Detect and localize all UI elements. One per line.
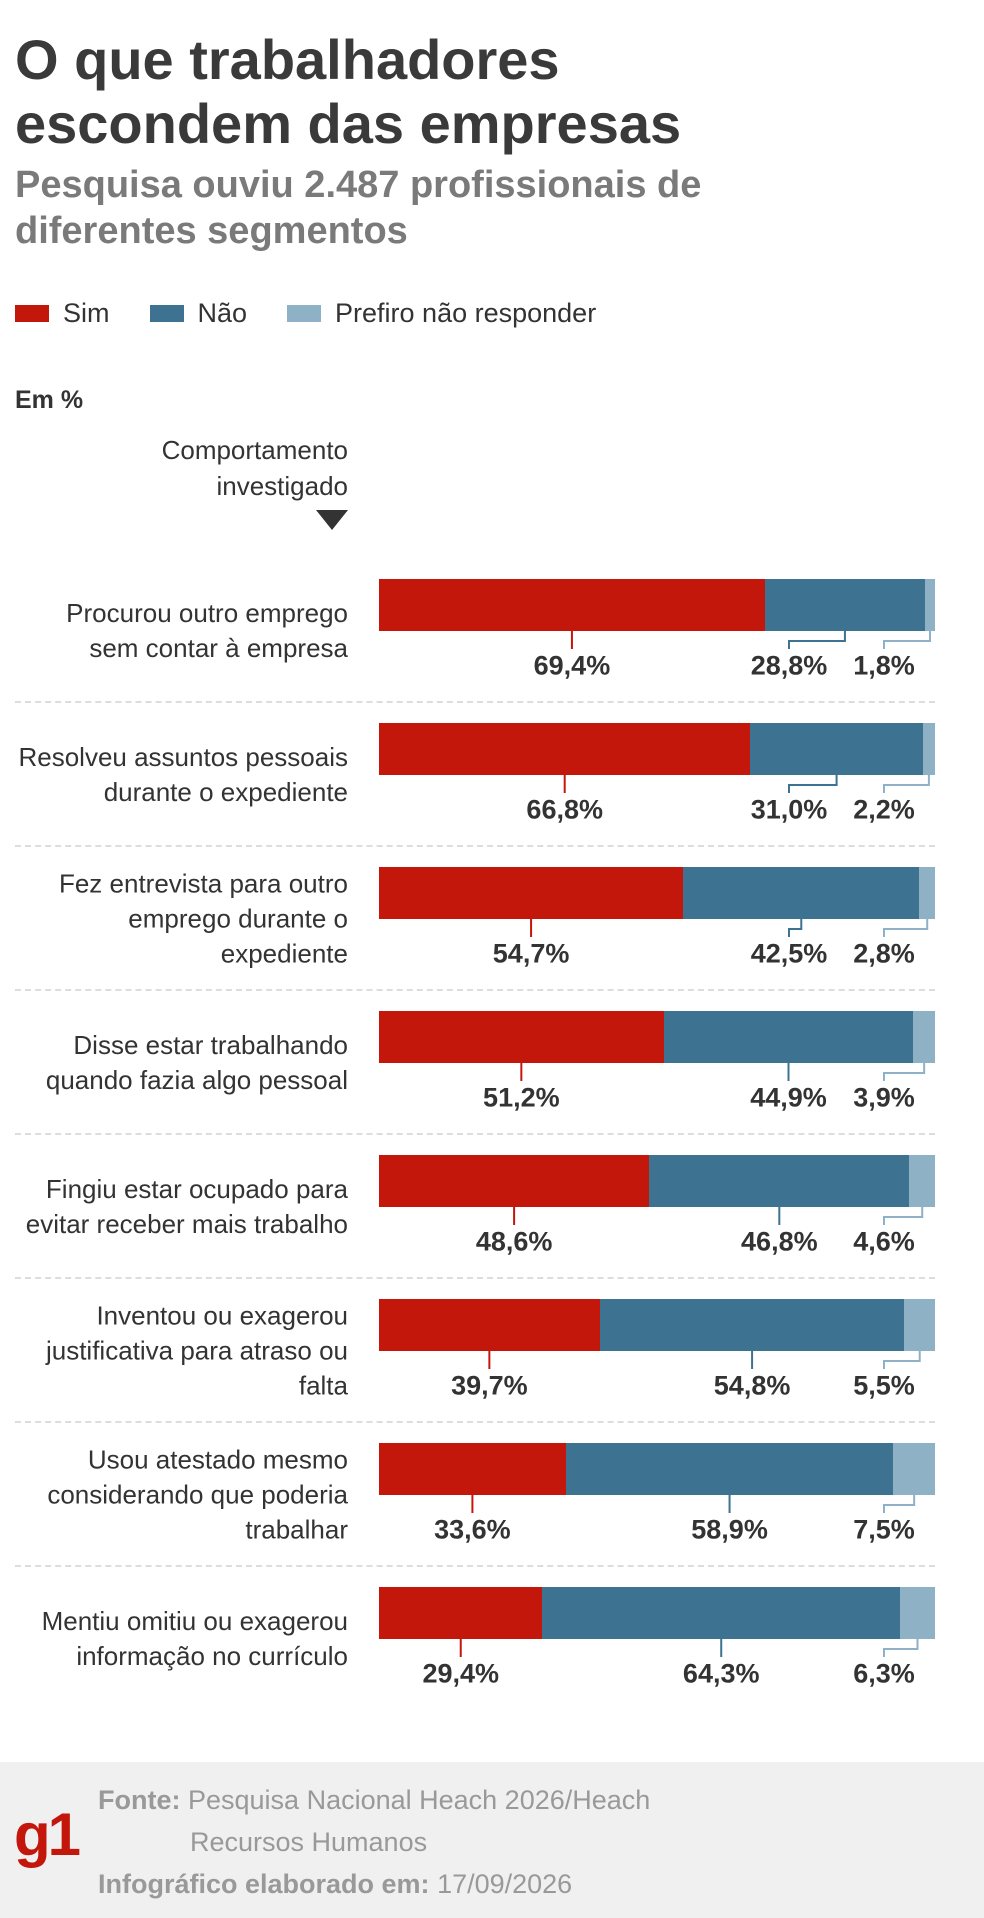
value-label: 39,7%	[451, 1370, 528, 1401]
value-label: 29,4%	[422, 1658, 499, 1689]
value-label: 48,6%	[475, 1226, 553, 1257]
bar-segment	[683, 867, 920, 919]
bar-segment	[379, 1299, 600, 1351]
bar-segment	[649, 1155, 910, 1207]
bar-segment	[663, 1011, 914, 1063]
bar-segment	[379, 1011, 664, 1063]
value-label: 42,5%	[750, 938, 828, 969]
category-label: Disse estar trabalhando quando fazia alg…	[45, 1030, 348, 1095]
value-label: 46,8%	[741, 1226, 818, 1257]
bar-segment	[764, 579, 925, 631]
source-text: Pesquisa Nacional Heach 2026/Heach Recur…	[188, 1785, 651, 1857]
logo: g1	[14, 1801, 81, 1868]
value-label: 4,6%	[853, 1226, 915, 1257]
separator	[15, 1277, 935, 1279]
chart-title: O que trabalhadores escondem das empresa…	[15, 28, 682, 155]
legend-item: Prefiro não responder	[287, 298, 596, 329]
category-axis-label: Comportamento investigado	[161, 435, 348, 501]
bar-segment	[565, 1443, 894, 1495]
value-label: 51,2%	[483, 1082, 560, 1113]
leader-line	[883, 775, 930, 793]
separator	[15, 1421, 935, 1423]
footer	[0, 1762, 984, 1918]
bar-segment	[893, 1443, 935, 1495]
bar-segment	[379, 867, 684, 919]
value-label: 54,7%	[492, 938, 570, 969]
value-label: 2,2%	[853, 794, 915, 825]
bar-segment	[924, 579, 935, 631]
leader-line	[883, 1495, 916, 1513]
bar-segment	[750, 723, 923, 775]
bar-segment	[913, 1011, 935, 1063]
legend-swatch	[287, 305, 322, 322]
category-label: Fez entrevista para outro emprego durant…	[58, 868, 348, 969]
leader-line	[883, 1207, 924, 1225]
bar-segment	[899, 1587, 935, 1639]
leader-line	[788, 775, 838, 793]
date-text: 17/09/2026	[437, 1869, 573, 1899]
chart-subtitle: Pesquisa ouviu 2.487 profissionais de di…	[15, 164, 702, 252]
value-label: 31,0%	[750, 794, 828, 825]
value-label: 6,3%	[853, 1658, 915, 1689]
bar-segment	[919, 867, 935, 919]
legend-swatch	[15, 305, 49, 322]
category-label: Mentiu omitiu ou exagerou informação no …	[41, 1606, 348, 1671]
bar-segment	[379, 1587, 543, 1639]
leader-line	[788, 919, 803, 937]
value-label: 44,9%	[750, 1082, 827, 1113]
value-label: 64,3%	[682, 1658, 760, 1689]
bar-segment	[379, 1443, 566, 1495]
unit-label: Em %	[15, 386, 84, 414]
bar-segment	[909, 1155, 935, 1207]
leader-line	[883, 1063, 926, 1081]
leader-line	[788, 631, 846, 649]
source: Fonte: Pesquisa Nacional Heach 2026/Heac…	[98, 1779, 738, 1863]
value-label: 7,5%	[853, 1514, 915, 1545]
value-label: 5,5%	[853, 1370, 915, 1401]
legend-item: Sim	[15, 298, 110, 329]
value-label: 33,6%	[434, 1514, 511, 1545]
arrow-icon	[316, 510, 348, 530]
category-label: Usou atestado mesmo considerando que pod…	[47, 1444, 348, 1545]
legend-label: Prefiro não responder	[335, 298, 597, 328]
leader-line	[883, 1351, 921, 1369]
legend-label: Não	[197, 298, 248, 328]
value-label: 54,8%	[713, 1370, 791, 1401]
bar-segment	[379, 579, 765, 631]
value-label: 58,9%	[691, 1514, 768, 1545]
category-label: Fingiu estar ocupado para evitar receber…	[25, 1174, 348, 1239]
separator	[15, 701, 935, 703]
separator	[15, 1133, 935, 1135]
bar-segment	[599, 1299, 905, 1351]
leader-line	[883, 631, 931, 649]
separator	[15, 845, 935, 847]
value-label: 28,8%	[750, 650, 828, 681]
leader-line	[883, 919, 929, 937]
bar-segment	[922, 723, 935, 775]
category-label: Procurou outro emprego sem contar à empr…	[66, 598, 348, 663]
bar-segment	[379, 723, 751, 775]
date-label: Infográfico elaborado em:	[98, 1869, 430, 1899]
value-label: 3,9%	[853, 1082, 915, 1113]
separator	[15, 1565, 935, 1567]
bar-segment	[379, 1155, 650, 1207]
bar-segment	[904, 1299, 935, 1351]
source-label: Fonte:	[98, 1785, 181, 1815]
category-label: Inventou ou exagerou justificativa para …	[45, 1300, 348, 1401]
legend-item: Não	[149, 298, 248, 329]
legend-swatch	[149, 305, 184, 322]
leader-line	[883, 1639, 919, 1657]
bar-segment	[542, 1587, 900, 1639]
value-label: 66,8%	[526, 794, 603, 825]
legend: Sim Não Prefiro não responder	[15, 298, 596, 329]
value-label: 69,4%	[533, 650, 611, 681]
value-label: 2,8%	[853, 938, 915, 969]
date: Infográfico elaborado em: 17/09/2026	[98, 1863, 572, 1905]
legend-label: Sim	[63, 298, 110, 328]
separator	[15, 989, 935, 991]
category-label: Resolveu assuntos pessoais durante o exp…	[18, 742, 348, 807]
value-label: 1,8%	[853, 650, 915, 681]
